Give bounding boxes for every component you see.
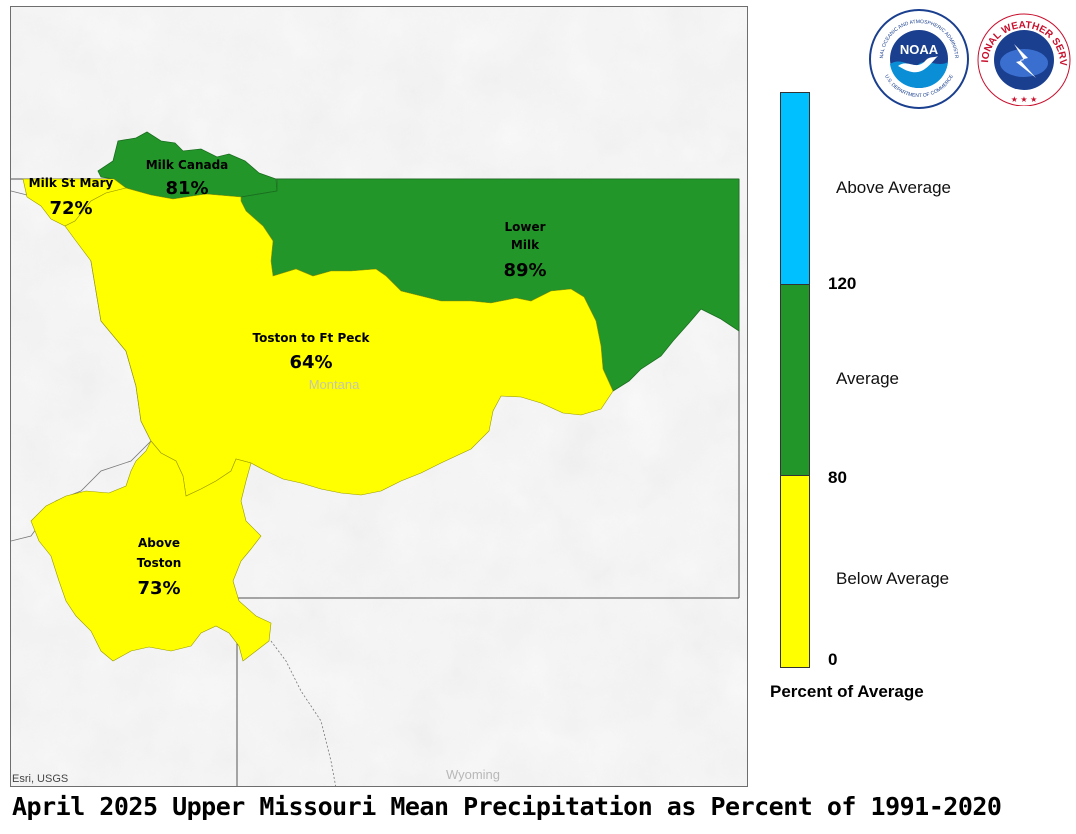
basin-label-lower-milk-line2: Milk — [511, 238, 540, 252]
basin-map: Montana Wyoming Milk St Mary 72% Milk Ca… — [11, 7, 747, 786]
legend-color-bar — [780, 92, 810, 668]
legend-tick-120: 120 — [828, 274, 857, 293]
basin-value-above-toston: 73% — [137, 578, 180, 599]
basin-label-lower-milk-line1: Lower — [504, 220, 545, 234]
legend-label-above-average: Above Average — [836, 178, 951, 197]
legend-swatch-below-average — [780, 475, 810, 668]
state-label-wyoming: Wyoming — [446, 767, 500, 782]
legend-tick-80: 80 — [828, 468, 847, 487]
nws-stars-icon: ★ ★ ★ — [1011, 95, 1038, 104]
state-label-montana: Montana — [309, 377, 360, 392]
basin-label-above-toston-line1: Above — [138, 536, 180, 550]
basin-value-milk-st-mary: 72% — [49, 198, 92, 219]
legend-swatch-above-average — [780, 92, 810, 285]
basin-label-milk-st-mary: Milk St Mary — [29, 176, 114, 190]
basin-label-above-toston-line2: Toston — [137, 556, 182, 570]
legend-label-below-average: Below Average — [836, 569, 950, 588]
yellowstone-boundary — [270, 640, 337, 786]
map-frame: Montana Wyoming Milk St Mary 72% Milk Ca… — [10, 6, 748, 787]
basin-value-toston-to-ft-peck: 64% — [289, 352, 332, 373]
legend-swatch-average — [780, 284, 810, 476]
basin-label-toston-to-ft-peck: Toston to Ft Peck — [253, 331, 371, 345]
legend-title: Percent of Average — [770, 682, 924, 701]
map-caption: April 2025 Upper Missouri Mean Precipita… — [12, 792, 1002, 821]
noaa-logo: NOAA NATIONAL OCEANIC AND ATMOSPHERIC AD… — [868, 8, 969, 109]
basin-above-toston — [30, 440, 272, 662]
nws-logo: NATIONAL WEATHER SERVICE ★ ★ ★ — [976, 8, 1071, 106]
legend-tick-0: 0 — [828, 650, 838, 669]
legend-label-average: Average — [836, 369, 900, 388]
map-attribution: Esri, USGS — [12, 773, 69, 785]
basin-value-milk-canada: 81% — [165, 178, 208, 199]
basin-value-lower-milk: 89% — [503, 260, 546, 281]
basin-label-milk-canada: Milk Canada — [146, 158, 229, 172]
noaa-logo-text: NOAA — [900, 42, 939, 57]
